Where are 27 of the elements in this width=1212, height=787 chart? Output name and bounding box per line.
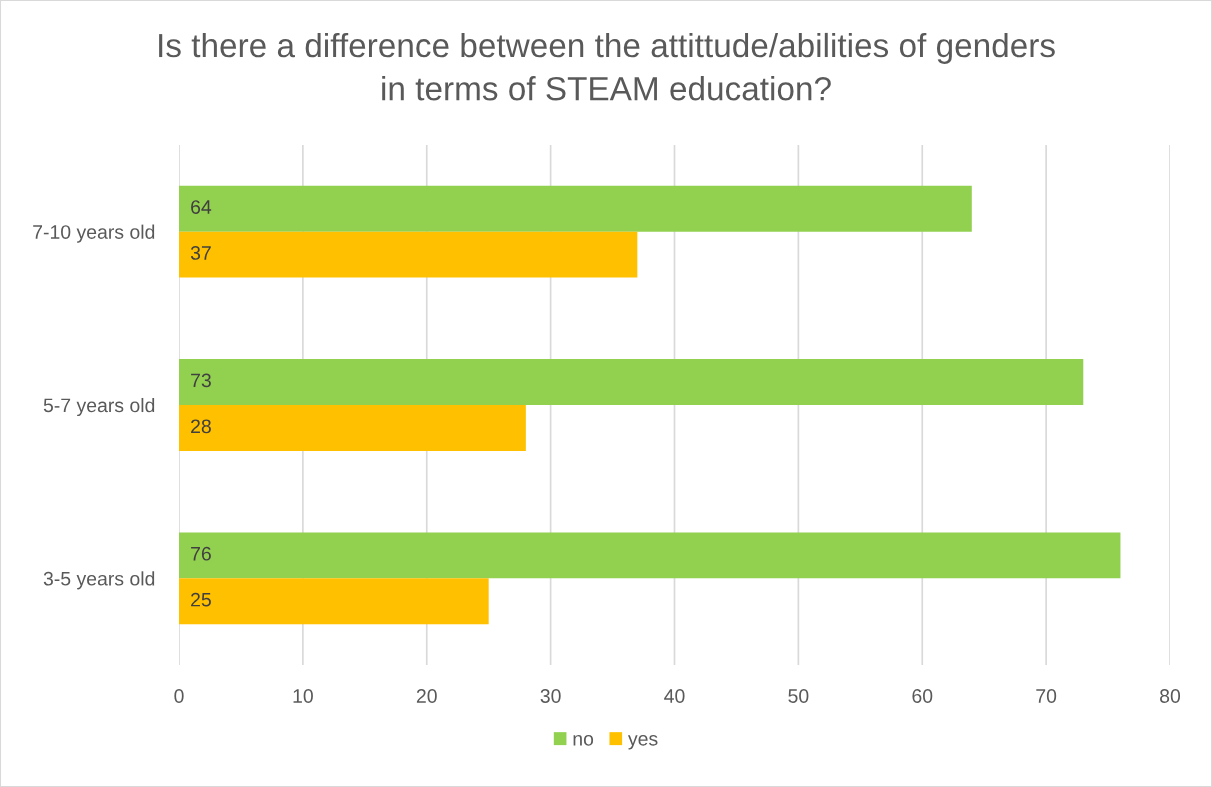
chart-title: Is there a difference between the attittude/abilities of genders in terms of STEAM education?: [159, 32, 1055, 101]
y-tick-label: 3-5 years old: [43, 571, 155, 590]
x-tick-label: 80: [1160, 689, 1181, 703]
x-tick-label: 40: [664, 689, 685, 703]
x-tick-label: 0: [174, 689, 184, 703]
y-tick-label: 5-7 years old: [43, 397, 155, 417]
data-label: 76: [191, 546, 211, 561]
x-tick-label: 20: [416, 689, 437, 703]
legend-label: yes: [627, 735, 658, 750]
x-tick-label: 60: [912, 689, 933, 703]
x-tick-label: 30: [540, 689, 561, 703]
bar: [179, 405, 526, 451]
data-label: 73: [191, 373, 211, 388]
x-tick-label: 10: [293, 689, 313, 703]
data-label: 64: [191, 200, 212, 214]
bar: [179, 231, 638, 278]
data-label: 37: [190, 246, 211, 260]
x-tick-label: 70: [1036, 689, 1057, 703]
legend-label: no: [573, 735, 594, 746]
bar: [179, 359, 1084, 405]
data-label: 25: [191, 592, 211, 607]
bar: [179, 578, 489, 625]
y-tick-label: 7-10 years old: [33, 224, 155, 243]
bar: [179, 532, 1121, 579]
x-tick-label: 50: [788, 689, 809, 703]
data-label: 28: [191, 419, 211, 434]
bar: [179, 185, 972, 232]
